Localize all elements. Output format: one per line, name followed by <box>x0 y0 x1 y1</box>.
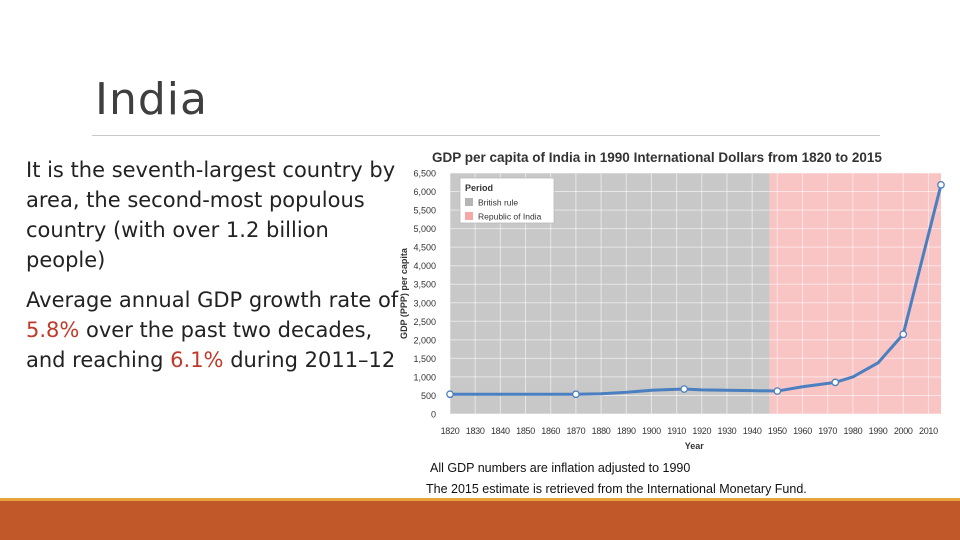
y-tick-label: 2,500 <box>413 317 436 327</box>
data-point <box>773 387 782 395</box>
growth-2011-highlight: 6.1% <box>170 348 224 372</box>
y-tick-label: 3,500 <box>413 280 436 290</box>
data-point <box>831 378 840 387</box>
slide-title: India <box>95 74 208 125</box>
growth-rate-highlight: 5.8% <box>26 318 80 342</box>
y-tick-label: 6,000 <box>413 187 436 197</box>
x-tick-label: 1860 <box>541 426 560 436</box>
gdp-chart-svg: GDP per capita of India in 1990 Internat… <box>399 150 945 451</box>
legend-label: British rule <box>478 198 518 208</box>
band-republic-of-india <box>769 173 941 414</box>
x-tick-label: 1850 <box>516 426 535 436</box>
x-tick-label: 1910 <box>667 426 686 436</box>
y-tick-label: 2,000 <box>413 335 436 345</box>
data-point <box>446 390 454 399</box>
x-tick-label: 1830 <box>466 426 485 436</box>
inflation-note: All GDP numbers are inflation adjusted t… <box>430 461 691 475</box>
x-tick-label: 1840 <box>491 426 510 436</box>
legend-label: Republic of India <box>478 212 542 222</box>
data-point <box>899 330 908 339</box>
x-tick-label: 2010 <box>919 426 938 436</box>
data-point <box>680 385 689 393</box>
gdp-chart: GDP per capita of India in 1990 Internat… <box>398 146 958 456</box>
gdp-text-a: Average annual GDP growth rate of <box>26 288 399 312</box>
x-tick-label: 1970 <box>818 426 837 436</box>
x-tick-label: 1930 <box>718 426 737 436</box>
paragraph-area-population: It is the seventh-largest country by are… <box>26 158 396 272</box>
x-tick-label: 1990 <box>869 426 888 436</box>
x-tick-label: 1880 <box>592 426 611 436</box>
x-tick-label: 2000 <box>894 426 913 436</box>
footer-bar <box>0 501 960 540</box>
paragraph-gdp-growth: Average annual GDP growth rate of 5.8% o… <box>26 285 401 375</box>
y-tick-label: 500 <box>421 391 436 401</box>
x-tick-label: 1820 <box>441 426 460 436</box>
gdp-text-c: during 2011–12 <box>223 348 396 372</box>
x-tick-label: 1960 <box>793 426 812 436</box>
y-tick-label: 6,500 <box>413 169 436 179</box>
imf-note: The 2015 estimate is retrieved from the … <box>426 482 807 496</box>
y-tick-label: 5,000 <box>413 224 436 234</box>
legend-swatch <box>465 212 473 220</box>
data-point <box>937 181 945 189</box>
x-tick-label: 1920 <box>692 426 711 436</box>
y-tick-label: 1,500 <box>413 354 436 364</box>
x-tick-label: 1980 <box>843 426 862 436</box>
gdp-series-line <box>448 183 943 396</box>
x-tick-label: 1890 <box>617 426 636 436</box>
chart-title: GDP per capita of India in 1990 Internat… <box>432 150 882 165</box>
y-tick-label: 4,000 <box>413 261 436 271</box>
legend-title: Period <box>465 183 493 193</box>
y-tick-label: 3,000 <box>413 298 436 308</box>
legend-swatch <box>465 198 473 206</box>
title-divider <box>92 135 880 136</box>
x-axis-label: Year <box>685 441 705 451</box>
y-tick-label: 4,500 <box>413 243 436 253</box>
y-tick-label: 0 <box>431 410 436 420</box>
y-tick-label: 1,000 <box>413 372 436 382</box>
body-text: It is the seventh-largest country by are… <box>26 155 401 385</box>
x-tick-label: 1870 <box>566 426 585 436</box>
gdp-text-b: over the past two decades, and reaching <box>26 318 373 372</box>
data-point <box>572 390 580 399</box>
y-tick-label: 5,500 <box>413 206 436 216</box>
x-tick-label: 1940 <box>743 426 762 436</box>
y-axis-label: GDP (PPP) per capita <box>399 247 409 339</box>
legend-box <box>459 177 555 224</box>
footer-accent-line <box>0 498 960 501</box>
x-tick-label: 1900 <box>642 426 661 436</box>
x-tick-label: 1950 <box>768 426 787 436</box>
